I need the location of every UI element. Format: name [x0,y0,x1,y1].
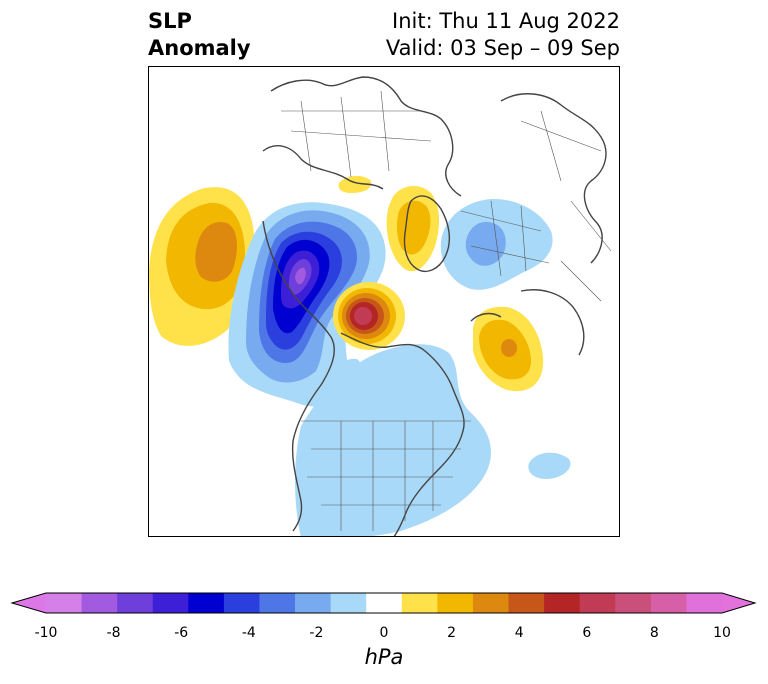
title-line-2: Anomaly [148,36,251,60]
colorbar-bin [366,593,403,613]
hudson-bay-high-anomaly [333,282,405,350]
colorbar-bin [46,593,83,613]
colorbar-bin [117,593,154,613]
north-atlantic-high-anomaly [473,306,544,392]
colorbar [10,592,757,614]
colorbar-over-extension [722,593,755,613]
political-borders [281,90,612,531]
colorbar-bin [401,593,438,613]
colorbar-under-extension [12,593,46,613]
map-svg [149,76,612,536]
colorbar-bin [81,593,118,613]
valid-range: Valid: 03 Sep – 09 Sep [385,36,620,60]
colorbar-outline [10,592,757,614]
init-date: Init: Thu 11 Aug 2022 [392,9,620,33]
colorbar-tick-label: 0 [379,625,389,641]
alaska-yukon-low-anomaly [228,202,386,407]
colorbar-unit-label: hPa [364,645,404,669]
colorbar-bin [579,593,616,613]
colorbar-bin [686,593,723,613]
title-line-1: SLP [148,9,192,33]
colorbar-tick-label: 8 [649,625,659,641]
coastlines [262,76,607,536]
colorbar-bin [188,593,225,613]
colorbar-tick-label: -2 [309,625,324,641]
colorbar-bin [152,593,189,613]
eastern-north-america-low-anomaly [295,344,571,536]
colorbar-bin [223,593,260,613]
colorbar-tick-label: 10 [713,625,731,641]
greenland-sea-high-anomaly [338,175,440,272]
colorbar-tick-label: -6 [174,625,189,641]
colorbar-bin [615,593,652,613]
colorbar-tick-label: -10 [34,625,58,641]
colorbar-tick-label: 4 [514,625,524,641]
colorbar-bin [508,593,545,613]
colorbar-tick-label: 2 [447,625,457,641]
colorbar-bin [650,593,687,613]
colorbar-tick-label: -8 [106,625,121,641]
colorbar-bin [295,593,332,613]
map-panel [148,66,620,537]
north-pacific-high-anomaly [149,187,255,346]
colorbar-bin [472,593,510,613]
colorbar-bin [544,593,581,613]
colorbar-bin [330,593,367,613]
map-title: SLP Anomaly [148,8,251,62]
colorbar-bin [259,593,296,613]
colorbar-tick-label: -4 [241,625,256,641]
forecast-dates: Init: Thu 11 Aug 2022 Valid: 03 Sep – 09… [386,8,620,62]
colorbar-bin [437,593,474,613]
colorbar-tick-label: 6 [582,625,592,641]
